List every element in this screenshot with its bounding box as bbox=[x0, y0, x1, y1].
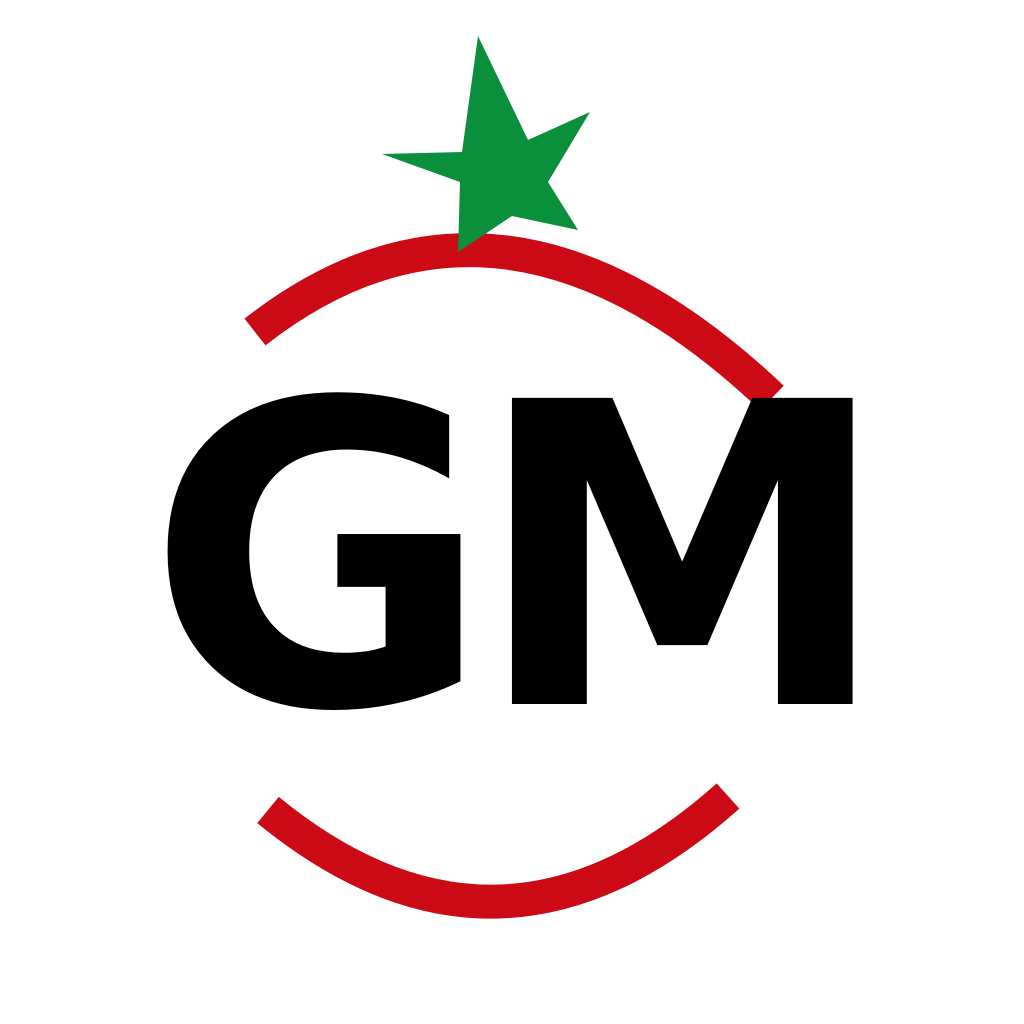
logo-text: GM bbox=[146, 315, 892, 804]
ring-bottom-arc bbox=[257, 783, 740, 919]
ring-top-arc bbox=[244, 233, 784, 411]
leaf-icon bbox=[382, 36, 590, 252]
